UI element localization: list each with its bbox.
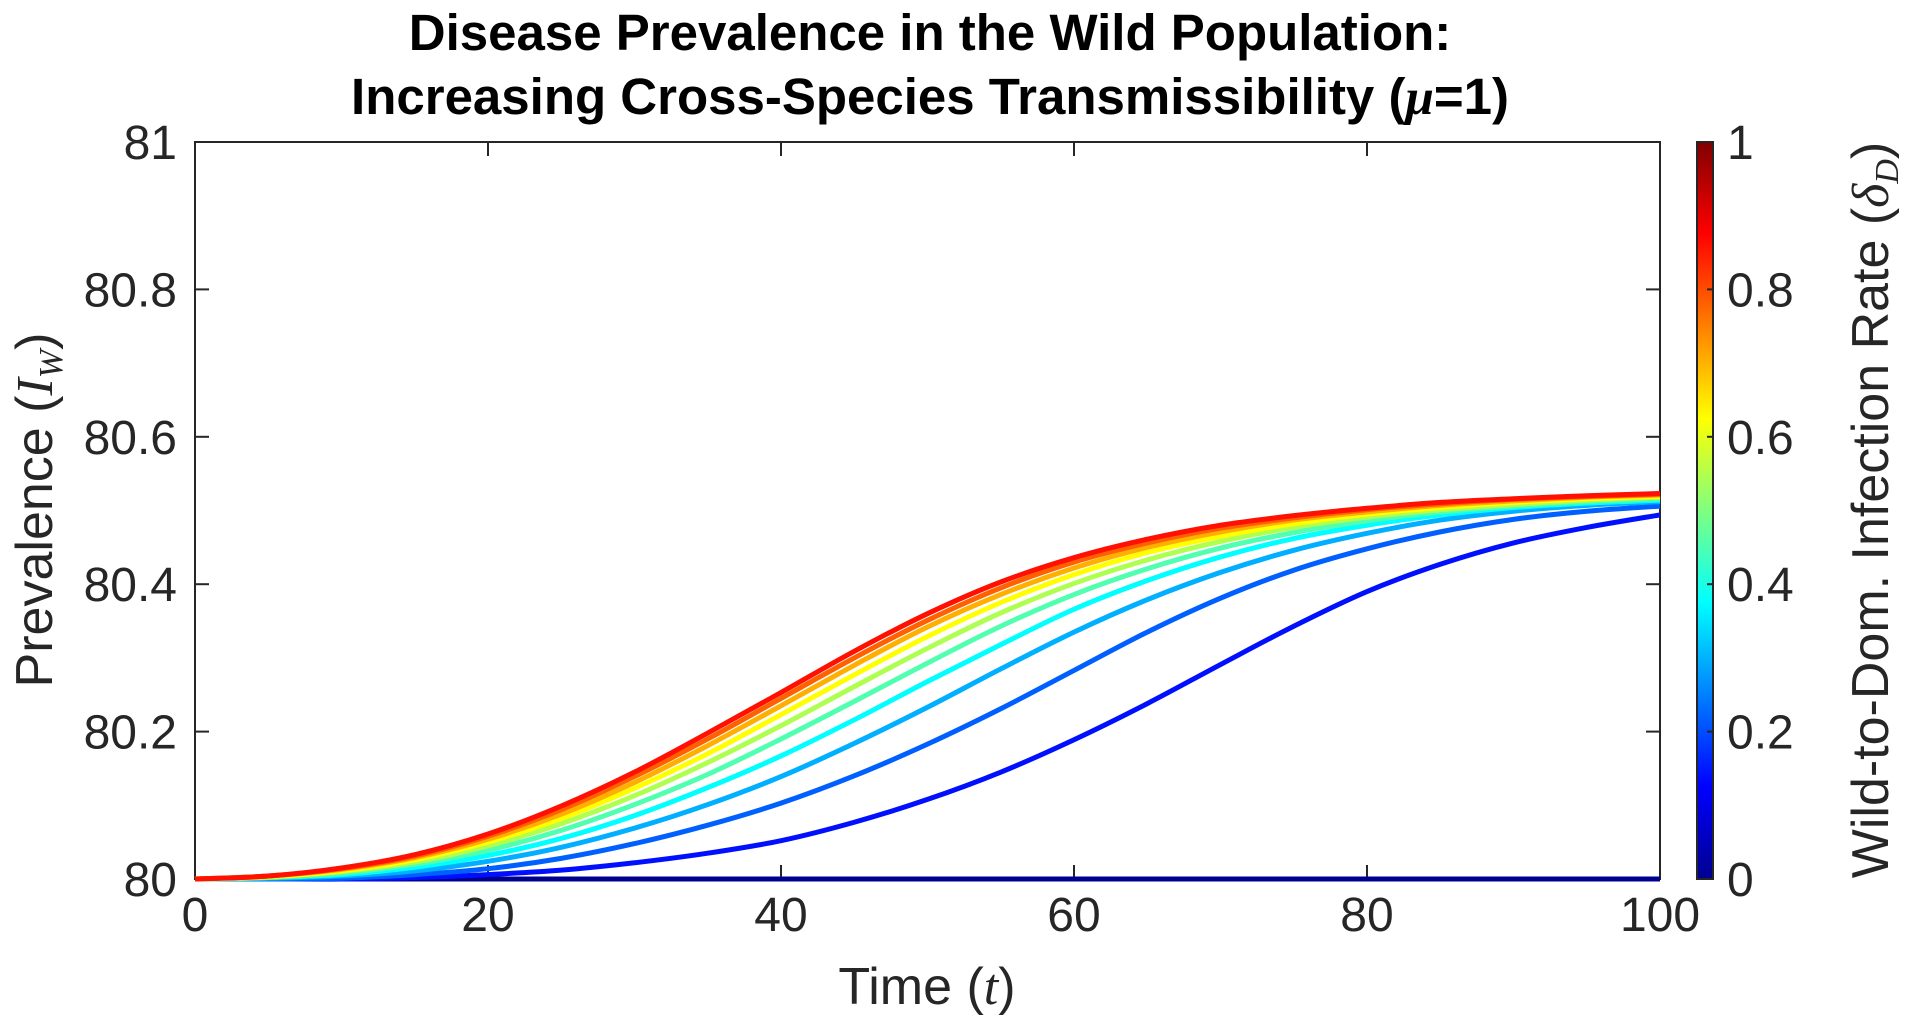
x-tick-label: 20 [461, 889, 514, 942]
colorbar [1696, 141, 1714, 880]
series-line [195, 512, 1661, 882]
colorbar-tick-label: 0 [1727, 854, 1754, 907]
series-line [194, 503, 1661, 882]
colorbar-label-prefix: Wild-to-Dom. Infection Rate ( [1842, 207, 1900, 878]
colorbar-label-suffix: ) [1842, 142, 1900, 159]
x-tick-label: 60 [1047, 889, 1100, 942]
y-label-suffix: ) [6, 333, 64, 350]
title-mu-symbol: μ [1402, 70, 1433, 126]
y-tick-label: 81 [124, 117, 177, 170]
x-label-prefix: Time ( [838, 958, 984, 1016]
y-tick-label: 80.6 [84, 412, 177, 465]
x-tick-label: 80 [1340, 889, 1393, 942]
y-tick-label: 80 [124, 854, 177, 907]
series-lines [194, 491, 1661, 882]
colorbar-ticks: 0 0.2 0.4 0.6 0.8 1 [1707, 117, 1794, 907]
title-line-2-prefix: Increasing Cross-Species Transmissibilit… [351, 68, 1405, 125]
x-axis-ticks: 0 20 40 60 80 100 [182, 142, 1700, 942]
colorbar-tick-label: 1 [1727, 117, 1754, 170]
y-label-prefix: Prevalence ( [6, 395, 64, 688]
y-label-symbol: I [7, 376, 64, 397]
colorbar-tick-label: 0.8 [1727, 264, 1794, 317]
y-axis-ticks: 80 80.2 80.4 80.6 80.8 81 [84, 117, 1660, 907]
chart-title-line-2: Increasing Cross-Species Transmissibilit… [351, 68, 1509, 126]
x-tick-label: 0 [182, 889, 209, 942]
x-tick-label: 40 [754, 889, 807, 942]
y-tick-label: 80.8 [84, 264, 177, 317]
series-line [194, 499, 1661, 882]
colorbar-tick-label: 0.2 [1727, 707, 1794, 760]
y-label-subscript: W [33, 347, 70, 378]
series-line [194, 497, 1661, 882]
x-axis-label: Time (t) [838, 958, 1015, 1016]
colorbar-label: Wild-to-Dom. Infection Rate (δD) [1842, 142, 1906, 878]
x-tick-label: 100 [1620, 889, 1700, 942]
colorbar-tick-label: 0.4 [1727, 559, 1794, 612]
chart-title-line-1: Disease Prevalence in the Wild Populatio… [409, 4, 1452, 61]
colorbar-tick-label: 0.6 [1727, 412, 1794, 465]
title-line-2-suffix: =1) [1434, 68, 1509, 125]
y-tick-label: 80.4 [84, 559, 177, 612]
x-label-symbol: t [984, 959, 1000, 1016]
x-label-suffix: ) [998, 958, 1015, 1016]
y-axis-label: Prevalence (IW) [6, 333, 70, 688]
series-line [194, 491, 1661, 882]
colorbar-label-subscript: D [1869, 159, 1906, 185]
colorbar-label-symbol: δ [1843, 183, 1900, 208]
y-tick-label: 80.2 [84, 707, 177, 760]
series-line [194, 496, 1661, 882]
